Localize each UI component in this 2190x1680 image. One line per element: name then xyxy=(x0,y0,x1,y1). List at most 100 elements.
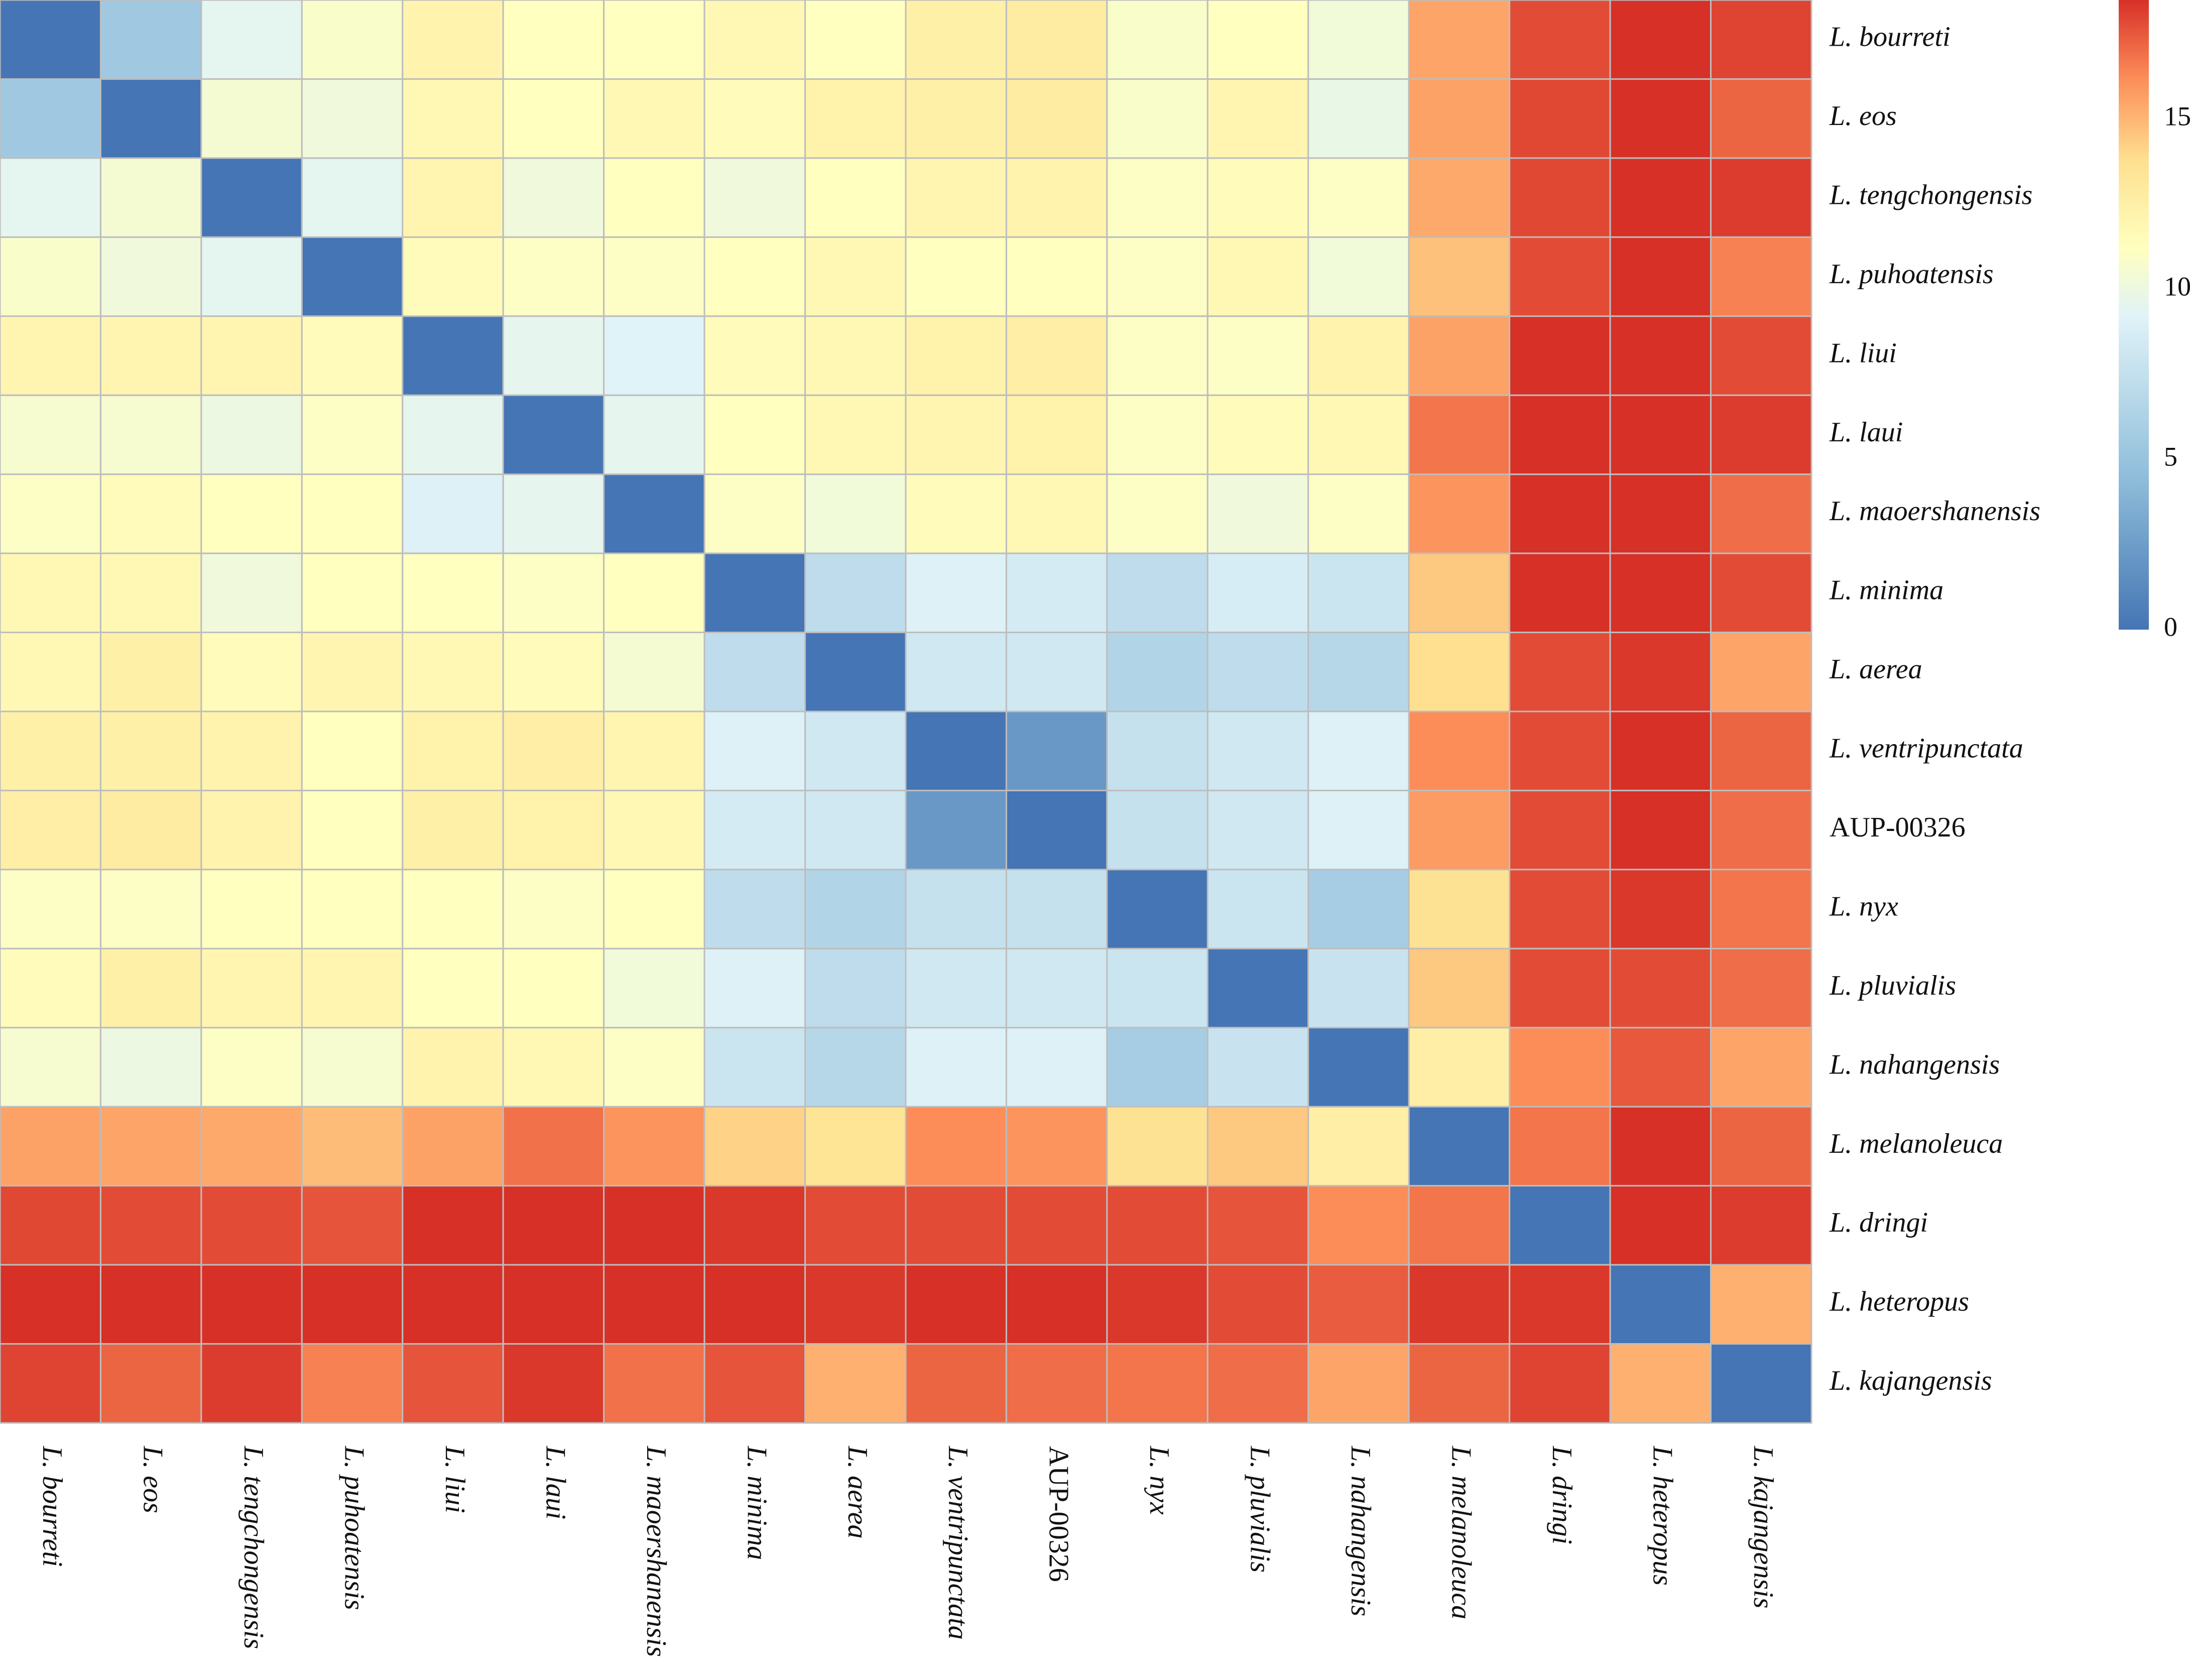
heatmap-cell xyxy=(1005,710,1108,791)
heatmap-cell xyxy=(0,1027,101,1108)
heatmap-cell xyxy=(402,947,504,1029)
heatmap-cell xyxy=(0,473,101,554)
heatmap-cell xyxy=(301,0,404,80)
row-label: L. aerea xyxy=(1829,654,1922,685)
heatmap-cell xyxy=(402,0,504,80)
heatmap-cell xyxy=(1005,157,1108,238)
heatmap-cell xyxy=(1106,947,1208,1029)
heatmap-cell xyxy=(502,236,605,317)
heatmap-cell xyxy=(502,1027,605,1108)
heatmap-cell xyxy=(1307,1264,1410,1345)
heatmap-cell xyxy=(1710,157,1812,238)
color-legend: 0 5 10 15 xyxy=(2119,0,2190,642)
heatmap-cell xyxy=(603,0,705,80)
heatmap-cell xyxy=(1005,1027,1108,1108)
heatmap-cell xyxy=(1710,315,1812,396)
heatmap-cell xyxy=(905,789,1007,871)
heatmap-cell xyxy=(1106,710,1208,791)
heatmap-cell xyxy=(603,236,705,317)
heatmap-cell xyxy=(603,1027,705,1108)
heatmap-cell xyxy=(905,710,1007,791)
heatmap-cell xyxy=(1609,947,1712,1029)
heatmap-cell xyxy=(1408,0,1511,80)
heatmap-cell xyxy=(1408,869,1511,949)
heatmap-cell xyxy=(1307,1027,1410,1108)
heatmap-cell xyxy=(1307,315,1410,396)
heatmap-cell xyxy=(1408,1027,1511,1108)
heatmap-cell xyxy=(402,710,504,791)
heatmap-cell xyxy=(1206,632,1309,712)
heatmap-cell xyxy=(99,947,202,1029)
heatmap-cell xyxy=(1005,473,1108,554)
heatmap-cell xyxy=(402,552,504,634)
column-label: L. heteropus xyxy=(1647,1446,1678,1586)
heatmap-cell xyxy=(1710,947,1812,1029)
heatmap-cell xyxy=(804,869,907,949)
legend-colorbar xyxy=(2119,0,2149,630)
heatmap-cell xyxy=(905,236,1007,317)
heatmap-cell xyxy=(99,236,202,317)
column-label: L. nahangensis xyxy=(1345,1446,1376,1616)
column-label: AUP-00326 xyxy=(1043,1446,1074,1582)
heatmap-cell xyxy=(1509,1185,1611,1266)
heatmap-cell xyxy=(200,1106,303,1187)
heatmap-cell xyxy=(502,710,605,791)
heatmap-cell xyxy=(0,1185,101,1266)
row-label: L. eos xyxy=(1829,100,1897,132)
column-label: L. laui xyxy=(540,1446,571,1519)
heatmap-cell xyxy=(200,1185,303,1266)
heatmap-cell xyxy=(200,78,303,159)
heatmap-cell xyxy=(1005,0,1108,80)
column-label: L. kajangensis xyxy=(1748,1446,1779,1609)
heatmap-cell xyxy=(200,869,303,949)
heatmap-cell xyxy=(1509,1343,1611,1424)
heatmap-cell xyxy=(1106,0,1208,80)
heatmap-cell xyxy=(1408,1264,1511,1345)
legend-tick-label: 15 xyxy=(2164,101,2190,132)
legend-tick-label: 0 xyxy=(2164,612,2177,642)
heatmap-cell xyxy=(301,1027,404,1108)
heatmap-cell xyxy=(603,552,705,634)
heatmap-cell xyxy=(1307,632,1410,712)
heatmap-cell xyxy=(1509,947,1611,1029)
heatmap-cell xyxy=(1206,1185,1309,1266)
heatmap-cell xyxy=(1106,1106,1208,1187)
heatmap-cell xyxy=(1509,157,1611,238)
heatmap-cell xyxy=(200,157,303,238)
heatmap-cell xyxy=(1408,473,1511,554)
heatmap-cell xyxy=(1106,78,1208,159)
row-label: L. tengchongensis xyxy=(1829,179,2032,210)
heatmap-cell xyxy=(301,78,404,159)
heatmap-cell xyxy=(1206,157,1309,238)
heatmap-cell xyxy=(0,710,101,791)
heatmap-cell xyxy=(99,473,202,554)
heatmap-cell xyxy=(1408,1106,1511,1187)
heatmap-cell xyxy=(905,1264,1007,1345)
heatmap-cell xyxy=(1408,710,1511,791)
heatmap-cell xyxy=(0,394,101,475)
heatmap-cell xyxy=(402,1343,504,1424)
heatmap-cell xyxy=(1710,1343,1812,1424)
heatmap-cell xyxy=(1509,869,1611,949)
heatmap-cell xyxy=(1408,315,1511,396)
column-label: L. ventripunctata xyxy=(942,1446,974,1640)
heatmap-cell xyxy=(1408,157,1511,238)
heatmap-cell xyxy=(301,1264,404,1345)
heatmap-cell xyxy=(1609,0,1712,80)
heatmap-cell xyxy=(1609,78,1712,159)
heatmap-cell xyxy=(1509,632,1611,712)
heatmap-cell xyxy=(1106,632,1208,712)
heatmap-cell xyxy=(905,632,1007,712)
heatmap-cell xyxy=(1307,1185,1410,1266)
column-label: L. puhoatensis xyxy=(339,1446,370,1610)
heatmap-cell xyxy=(1307,789,1410,871)
heatmap-cell xyxy=(1307,947,1410,1029)
row-label: L. bourreti xyxy=(1829,22,1951,53)
heatmap-cell xyxy=(301,1185,404,1266)
heatmap-cell xyxy=(1609,315,1712,396)
heatmap-cell xyxy=(1710,0,1812,80)
heatmap-cell xyxy=(905,1027,1007,1108)
row-label: L. nahangensis xyxy=(1829,1049,2000,1080)
heatmap-cell xyxy=(402,1027,504,1108)
